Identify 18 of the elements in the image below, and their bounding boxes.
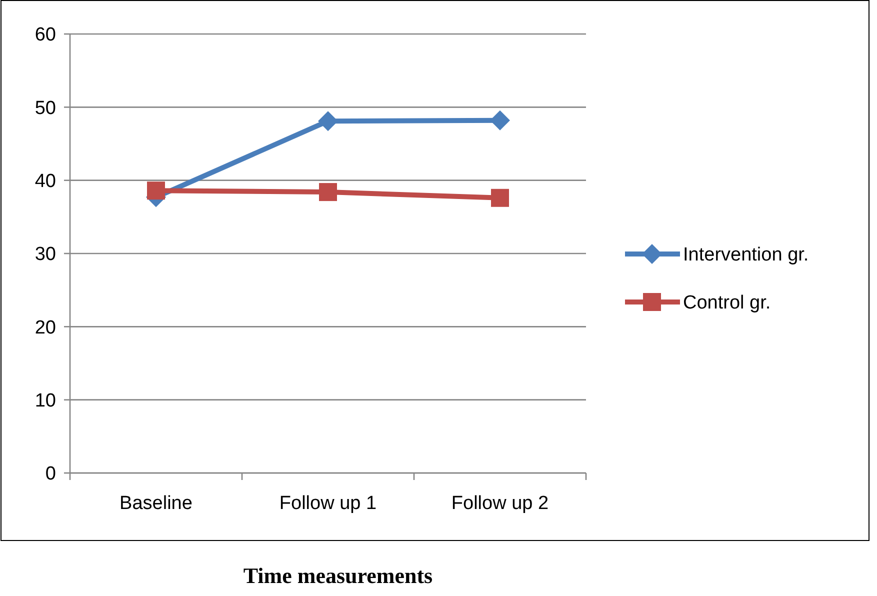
y-tick-label: 10 [34, 390, 56, 412]
y-tick-label: 0 [45, 464, 56, 485]
point [319, 183, 337, 202]
x-tick-label: Baseline [120, 493, 192, 514]
y-tick-label: 60 [34, 24, 56, 46]
x-axis-title: Time measurements [243, 563, 434, 588]
x-tick-label: Follow up 1 [279, 493, 377, 514]
y-tick-label: 50 [34, 98, 56, 119]
x-tick-label: Follow up 2 [451, 493, 549, 514]
point [147, 182, 165, 200]
y-tick-label: 20 [34, 317, 56, 338]
legend-label: Intervention gr. [683, 244, 809, 266]
legend-label: Control gr. [683, 292, 771, 314]
y-tick-label: 40 [34, 170, 56, 192]
point [491, 188, 509, 207]
y-tick-label: 30 [34, 244, 56, 266]
point [318, 111, 338, 132]
point [490, 110, 510, 130]
